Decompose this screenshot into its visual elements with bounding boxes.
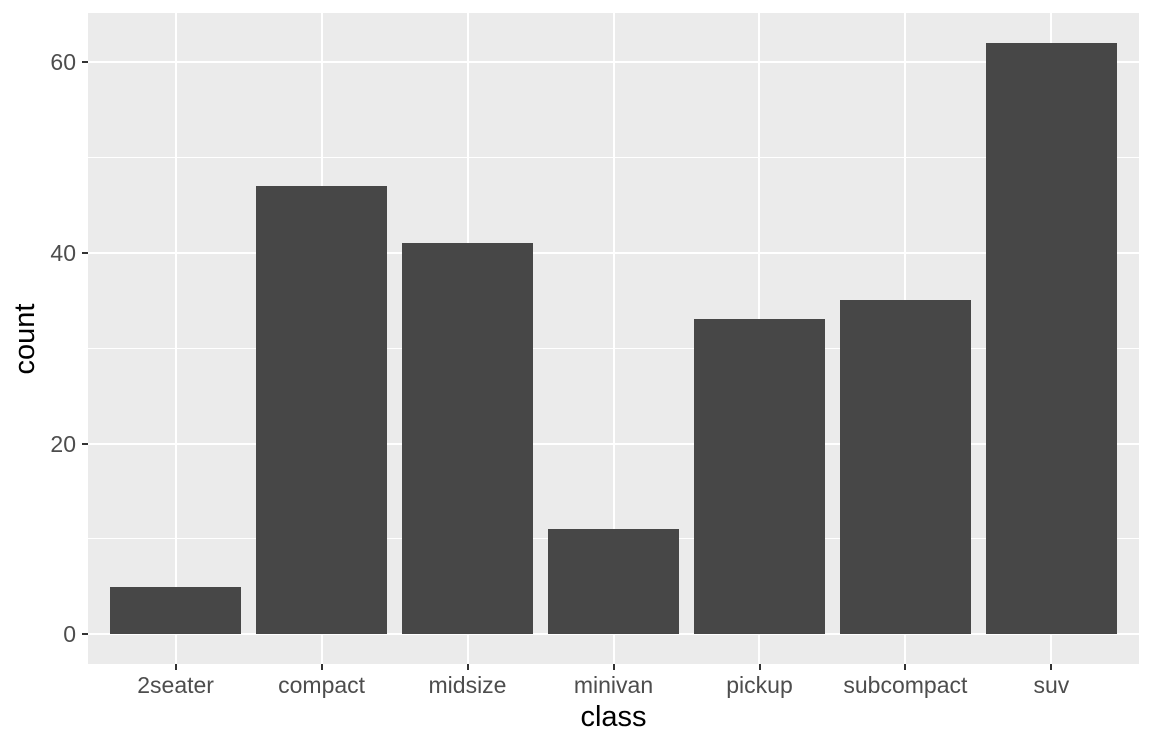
bar-2seater [109, 586, 242, 635]
plot-panel [88, 13, 1139, 664]
x-tick-mark [174, 664, 177, 670]
bar-pickup [693, 319, 826, 635]
x-tick-label: suv [1033, 672, 1070, 698]
bar-midsize [401, 243, 534, 635]
x-tick-mark [612, 664, 615, 670]
y-tick-label: 20 [50, 430, 76, 457]
y-tick-mark [82, 442, 88, 445]
bar-subcompact [839, 300, 972, 635]
x-tick-mark [466, 664, 469, 670]
x-axis-title: class [580, 701, 647, 733]
x-tick-label: pickup [726, 672, 793, 698]
x-tick-mark [1050, 664, 1053, 670]
x-tick-label: midsize [428, 672, 507, 698]
bar-compact [255, 185, 388, 635]
y-tick-label: 0 [63, 621, 76, 648]
x-tick-label: compact [278, 672, 366, 698]
vertical-gridline [174, 13, 177, 664]
y-tick-label: 60 [50, 48, 76, 75]
y-tick-mark [82, 251, 88, 254]
x-tick-mark [758, 664, 761, 670]
x-tick-label: subcompact [843, 672, 968, 698]
y-tick-mark [82, 60, 88, 63]
bar-suv [985, 42, 1118, 635]
x-tick-label: minivan [573, 672, 654, 698]
y-axis-title: count [9, 303, 41, 374]
y-tick-label: 40 [50, 239, 76, 266]
vertical-gridline [612, 13, 615, 664]
bar-minivan [547, 529, 680, 635]
x-tick-mark [904, 664, 907, 670]
x-tick-mark [320, 664, 323, 670]
y-tick-mark [82, 633, 88, 636]
x-tick-label: 2seater [137, 672, 214, 698]
